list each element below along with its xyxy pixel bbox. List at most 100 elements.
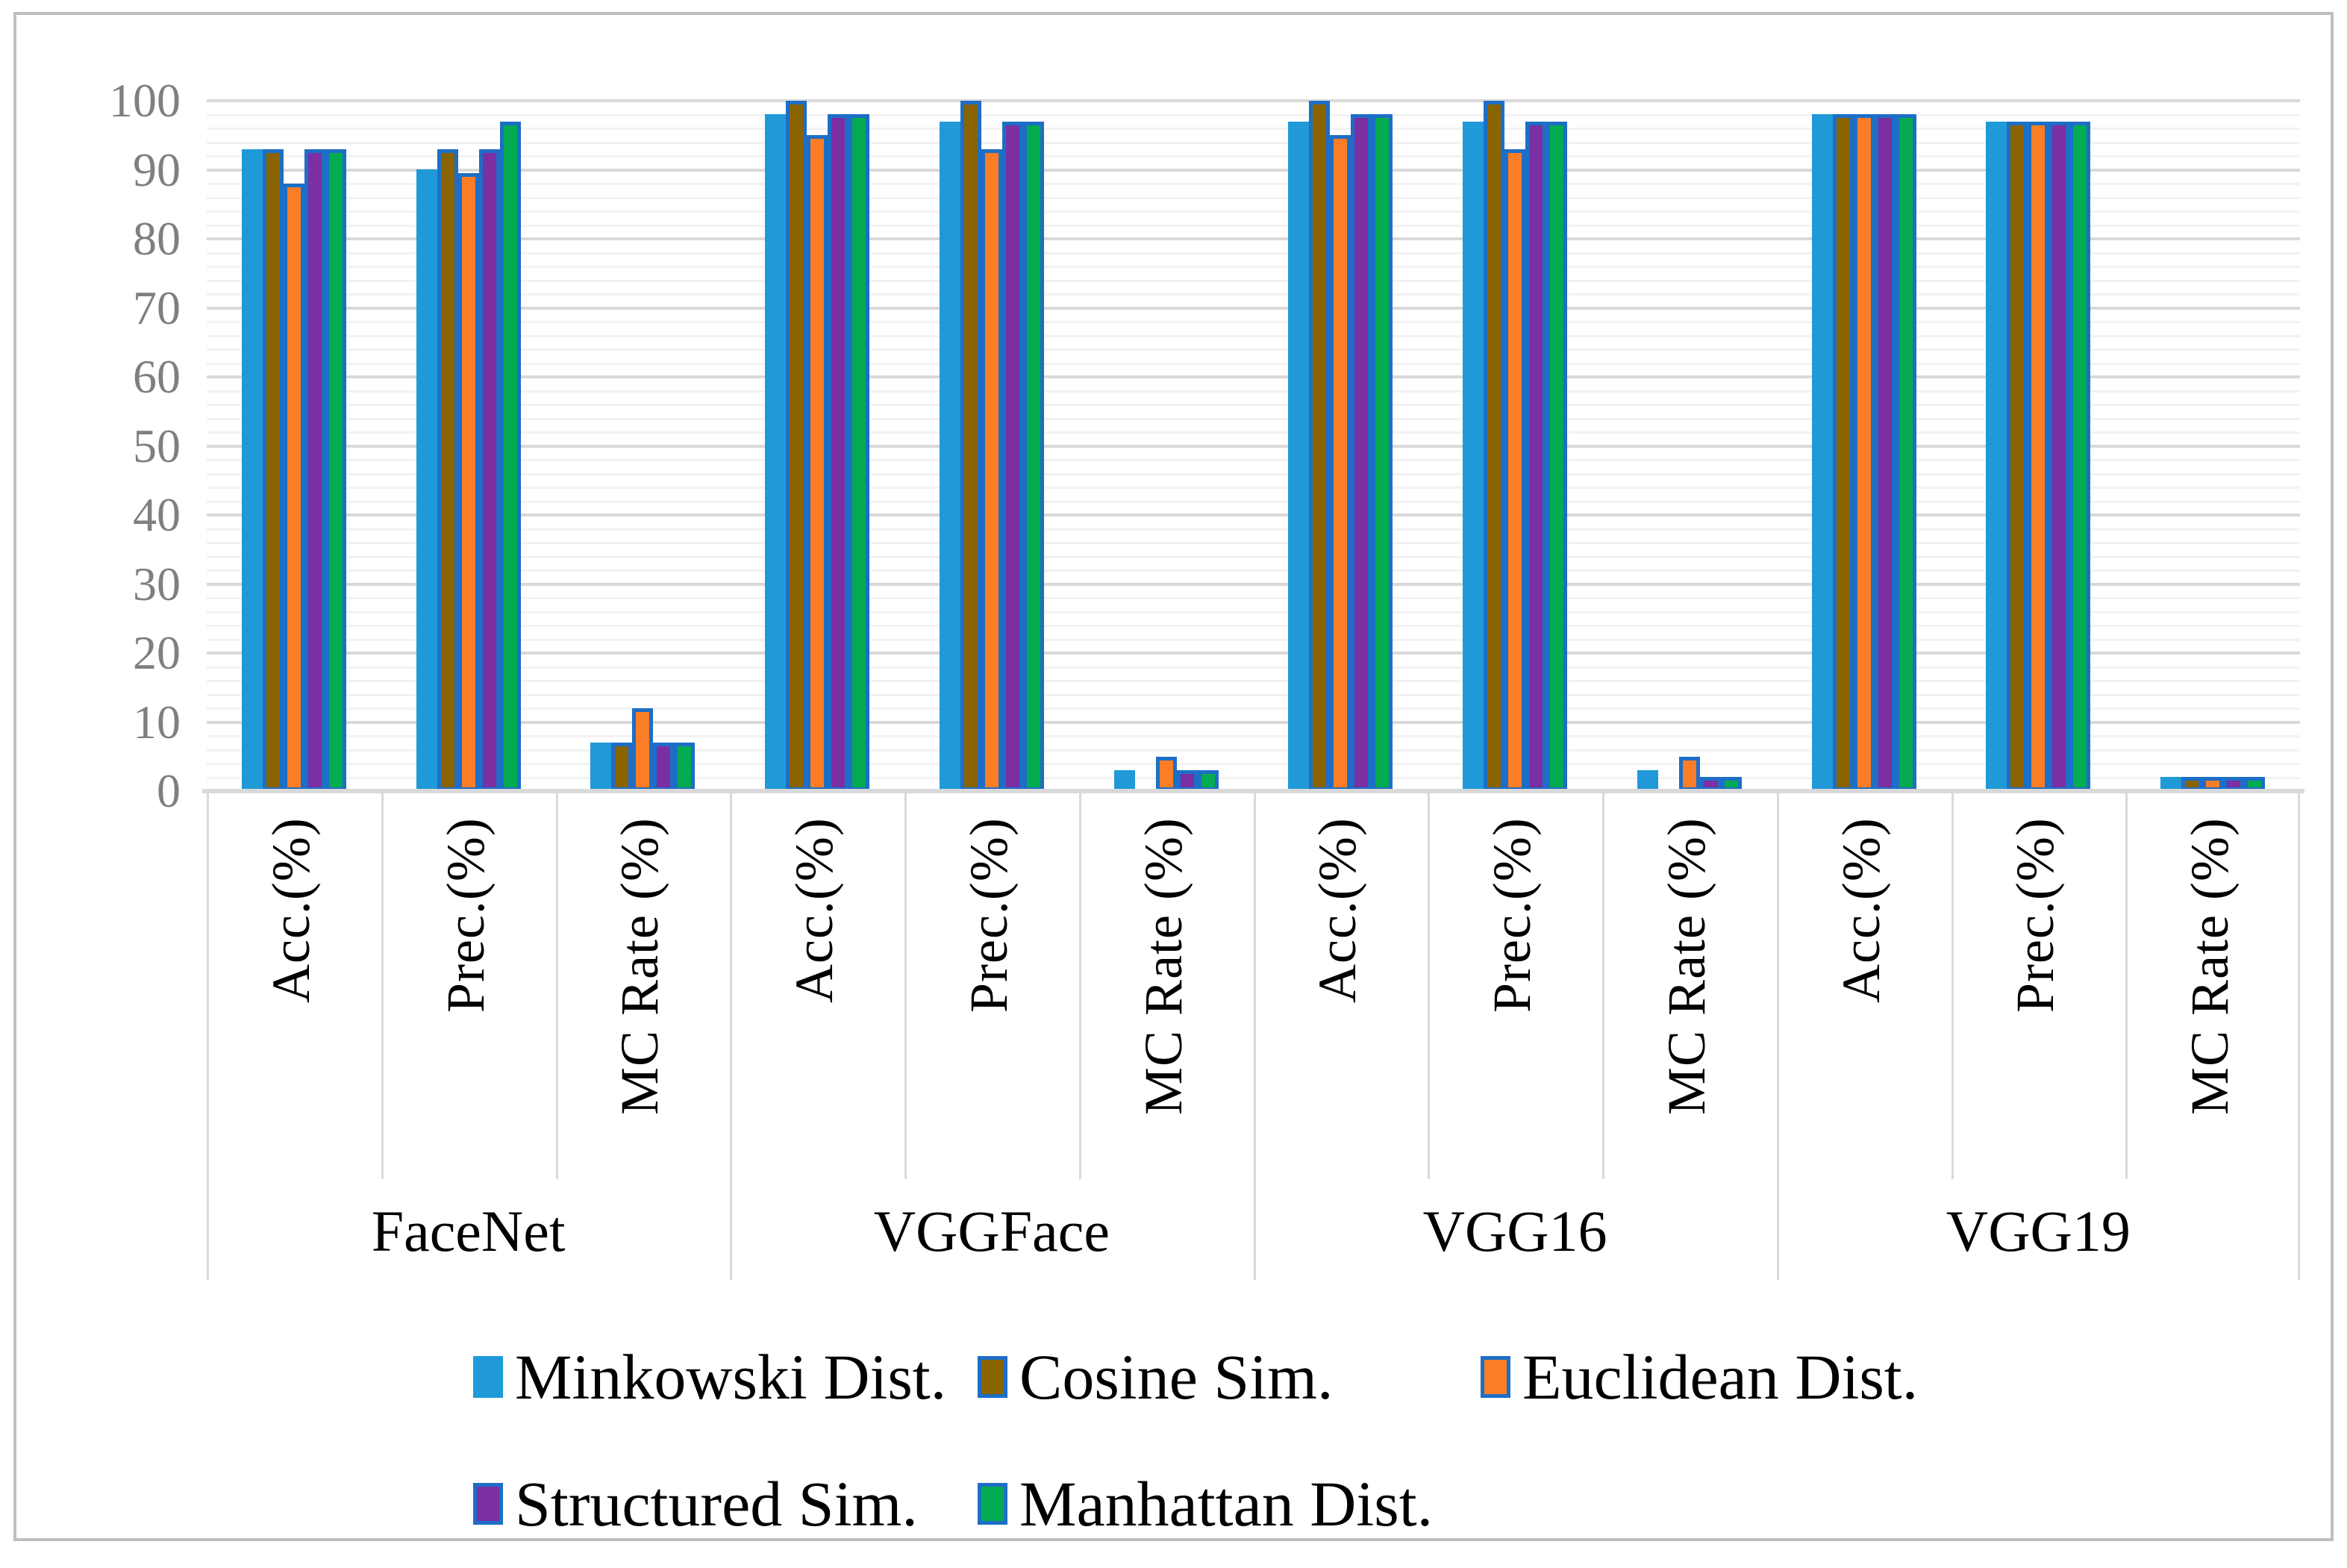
bar bbox=[590, 743, 612, 791]
group-divider bbox=[730, 791, 733, 1280]
legend-item-euclidean-dist-: Euclidean Dist. bbox=[1481, 1340, 1918, 1414]
minor-gridline bbox=[207, 141, 2300, 144]
bar bbox=[1309, 101, 1331, 791]
major-gridline bbox=[207, 513, 2300, 516]
bar bbox=[2069, 122, 2091, 791]
bar bbox=[786, 101, 807, 791]
y-axis: 0 10 20 30 40 50 60 70 80 90 100 bbox=[39, 15, 181, 836]
bar bbox=[2160, 777, 2182, 791]
minor-gridline bbox=[207, 390, 2300, 393]
metric-divider bbox=[2125, 791, 2128, 1179]
minor-gridline bbox=[207, 293, 2300, 296]
bar bbox=[1811, 114, 1833, 791]
group-divider bbox=[207, 791, 209, 1280]
metric-label: MC Rate (%) bbox=[1656, 817, 1716, 1115]
minor-gridline bbox=[207, 597, 2300, 599]
y-axis-tick-label: 30 bbox=[133, 557, 181, 610]
bar bbox=[416, 169, 437, 791]
bar-group-VGG19-MC Rate (%) bbox=[2125, 101, 2300, 791]
bar bbox=[325, 149, 346, 791]
minor-gridline bbox=[207, 528, 2300, 531]
bar bbox=[1637, 770, 1658, 791]
bar bbox=[939, 122, 960, 791]
major-gridline bbox=[207, 375, 2300, 378]
bar-group-VGGFace-Acc.(%) bbox=[730, 101, 904, 791]
minor-gridline bbox=[207, 666, 2300, 669]
legend-label: Structured Sim. bbox=[515, 1468, 918, 1540]
minor-gridline bbox=[207, 763, 2300, 765]
bar-group-VGG16-Acc.(%) bbox=[1254, 101, 1428, 791]
legend-item-minkowski-dist-: Minkowski Dist. bbox=[473, 1340, 946, 1414]
y-axis-tick-label: 70 bbox=[133, 281, 181, 334]
minor-gridline bbox=[207, 196, 2300, 199]
bar bbox=[674, 743, 696, 791]
bar-group-FaceNet-Acc.(%) bbox=[207, 101, 381, 791]
minor-gridline bbox=[207, 680, 2300, 682]
metric-divider bbox=[1428, 791, 1431, 1179]
legend-swatch bbox=[1481, 1356, 1510, 1398]
bar bbox=[1504, 149, 1526, 791]
legend-item-manhattan-dist-: Manhattan Dist. bbox=[978, 1467, 1433, 1541]
minor-gridline bbox=[207, 183, 2300, 185]
bar bbox=[1546, 122, 1568, 791]
bar bbox=[1372, 114, 1393, 791]
y-axis-tick-label: 50 bbox=[133, 419, 181, 472]
bar bbox=[807, 135, 828, 791]
legend-swatch bbox=[473, 1356, 503, 1398]
y-axis-tick-label: 10 bbox=[133, 695, 181, 749]
bar bbox=[2028, 122, 2049, 791]
bar bbox=[653, 743, 675, 791]
major-gridline bbox=[207, 582, 2300, 586]
y-axis-tick-label: 20 bbox=[133, 626, 181, 679]
minor-gridline bbox=[207, 693, 2300, 696]
bar-group-FaceNet-Prec.(%) bbox=[381, 101, 556, 791]
bar bbox=[1351, 114, 1372, 791]
minor-gridline bbox=[207, 334, 2300, 337]
bar bbox=[283, 184, 304, 791]
metric-divider bbox=[1602, 791, 1604, 1179]
bar bbox=[2007, 122, 2028, 791]
minor-gridline bbox=[207, 749, 2300, 752]
legend-label: Cosine Sim. bbox=[1019, 1341, 1334, 1413]
minor-gridline bbox=[207, 500, 2300, 503]
legend-swatch bbox=[473, 1483, 503, 1525]
plot-area bbox=[207, 99, 2300, 791]
y-axis-tick-label: 100 bbox=[109, 74, 181, 127]
y-axis-tick-label: 40 bbox=[133, 488, 181, 541]
bar bbox=[2048, 122, 2070, 791]
legend-swatch bbox=[978, 1356, 1007, 1398]
bar bbox=[1463, 122, 1484, 791]
metric-label: Acc.(%) bbox=[1307, 817, 1368, 1003]
group-label: VGGFace bbox=[873, 1199, 1110, 1264]
minor-gridline bbox=[207, 417, 2300, 420]
bar bbox=[1001, 122, 1023, 791]
metric-label: Acc.(%) bbox=[1831, 817, 1891, 1003]
group-label: VGG16 bbox=[1422, 1199, 1607, 1264]
bar bbox=[1288, 122, 1310, 791]
bar-group-VGG19-Prec.(%) bbox=[1951, 101, 2126, 791]
legend-item-cosine-sim-: Cosine Sim. bbox=[978, 1340, 1334, 1414]
metric-divider bbox=[904, 791, 907, 1179]
group-label: FaceNet bbox=[371, 1199, 566, 1264]
metric-divider bbox=[381, 791, 384, 1179]
metric-label: Prec.(%) bbox=[435, 817, 496, 1013]
legend-swatch bbox=[978, 1483, 1007, 1525]
major-gridline bbox=[207, 306, 2300, 310]
metric-label: Prec.(%) bbox=[2005, 817, 2066, 1013]
legend-label: Manhattan Dist. bbox=[1019, 1468, 1434, 1540]
legend-label: Minkowski Dist. bbox=[515, 1341, 947, 1413]
bar bbox=[765, 114, 787, 791]
metric-divider bbox=[555, 791, 558, 1179]
bar-group-VGG19-Acc.(%) bbox=[1777, 101, 1951, 791]
bar bbox=[1678, 757, 1700, 791]
minor-gridline bbox=[207, 459, 2300, 461]
bar-group-VGGFace-Prec.(%) bbox=[904, 101, 1079, 791]
chart-frame: 0 10 20 30 40 50 60 70 80 90 100 Acc.(%) Prec.(%) MC… bbox=[13, 12, 2334, 1541]
minor-gridline bbox=[207, 472, 2300, 475]
bar bbox=[499, 122, 521, 791]
minor-gridline bbox=[207, 625, 2300, 627]
bar bbox=[1484, 101, 1505, 791]
minor-gridline bbox=[207, 431, 2300, 434]
minor-gridline bbox=[207, 128, 2300, 130]
